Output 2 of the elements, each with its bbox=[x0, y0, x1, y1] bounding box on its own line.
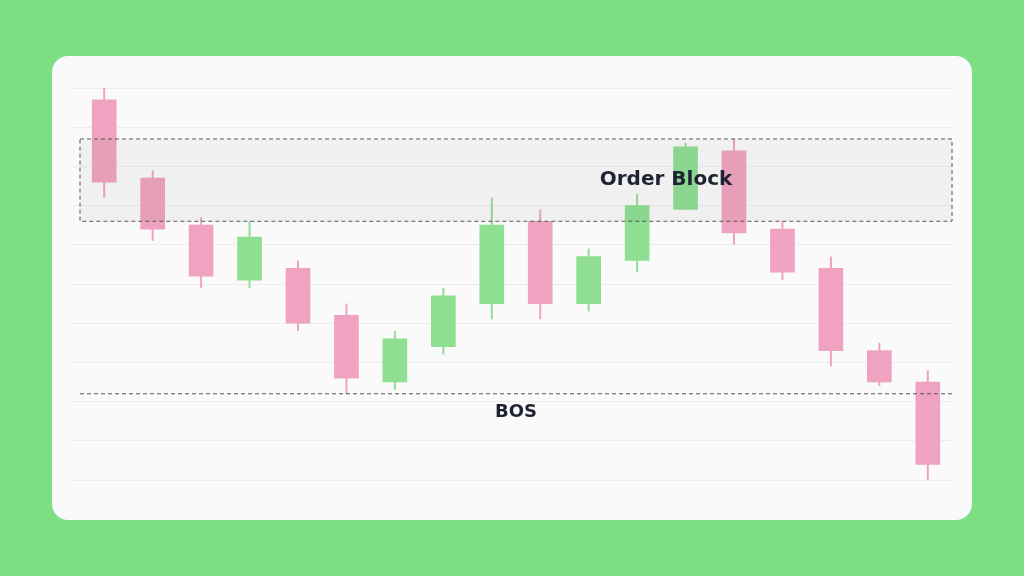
ref-line-label: BOS bbox=[495, 400, 537, 422]
band-label: Order Block bbox=[599, 166, 733, 191]
